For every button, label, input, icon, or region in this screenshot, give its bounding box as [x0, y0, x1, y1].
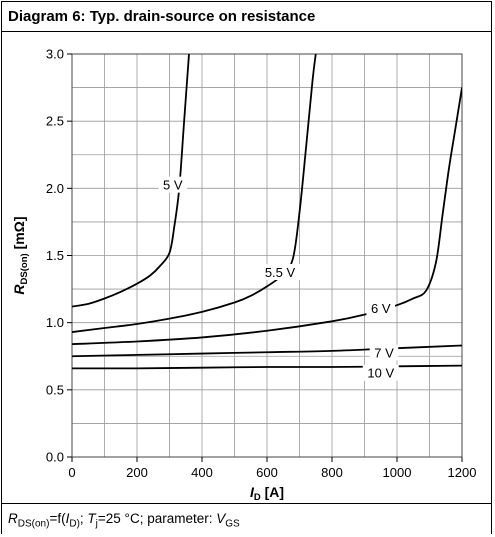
- caption-subscript: GS: [225, 518, 240, 530]
- x-tick-label: 600: [256, 465, 278, 480]
- axis-title-unit: [mΩ]: [11, 216, 27, 253]
- series-line: [72, 87, 462, 346]
- y-axis-title: RDS(on) [mΩ]: [11, 216, 30, 294]
- curve-label: 10 V: [367, 366, 394, 381]
- caption-symbol: R: [8, 511, 18, 526]
- y-tick-label: 1.5: [46, 248, 64, 263]
- caption-subscript: j: [95, 518, 98, 530]
- series-line: [72, 54, 317, 333]
- axis-title-subscript: DS(on): [19, 253, 30, 284]
- axis-title-unit: [A]: [261, 484, 284, 500]
- y-tick-label: 0.0: [46, 450, 64, 465]
- chart-caption: RDS(on)=f(ID); Tj=25 °C; parameter: VGS: [8, 511, 240, 530]
- x-tick-label: 1200: [448, 465, 477, 480]
- y-tick-label: 2.0: [46, 181, 64, 196]
- curve-label-background: [369, 344, 399, 361]
- curve-label: 5 V: [163, 178, 183, 193]
- curve-label-background: [158, 176, 187, 193]
- axis-title-symbol: R: [11, 284, 27, 295]
- curve-label: 7 V: [374, 346, 394, 361]
- x-tick-label: 800: [321, 465, 343, 480]
- x-tick-label: 400: [191, 465, 213, 480]
- caption-symbol: V: [216, 511, 226, 526]
- axes: 0 200 400 600 800 1000 1200 0.0 0.5 1.0 1.5 2.0 2.5 3…: [46, 47, 477, 481]
- curve-label-background: [366, 300, 395, 317]
- x-tick-label: 200: [126, 465, 148, 480]
- curve-label: 5.5 V: [265, 265, 296, 280]
- curve-label-background: [258, 263, 302, 280]
- chart-svg: 0 200 400 600 800 1000 1200 0.0 0.5 1.0 1.5 2.0 2.5 3…: [11, 47, 477, 503]
- caption-subscript: DS(on): [17, 518, 50, 530]
- y-tick-label: 2.5: [46, 114, 64, 129]
- caption-symbol: T: [87, 511, 96, 526]
- y-tick-label: 1.0: [46, 315, 64, 330]
- x-tick-label: 1000: [383, 465, 412, 480]
- y-tick-label: 3.0: [46, 47, 64, 62]
- curve-label-background: [362, 364, 399, 381]
- y-tick-label: 0.5: [46, 382, 64, 397]
- curve-labels: 5 V 5.5 V 6 V 7 V 10 V: [158, 176, 399, 381]
- caption-subscript: D): [69, 518, 80, 530]
- x-tick-label: 0: [68, 465, 75, 480]
- chart-title: Diagram 6: Typ. drain-source on resistan…: [8, 8, 316, 25]
- axis-title-subscript: D: [254, 492, 261, 502]
- caption-bar: RDS(on)=f(ID); Tj=25 °C; parameter: VGS: [2, 503, 491, 534]
- axis-title-symbol: I: [250, 484, 255, 500]
- grid: [71, 53, 463, 458]
- x-axis-title: ID [A]: [250, 484, 284, 502]
- title-bar: Diagram 6: Typ. drain-source on resistan…: [2, 2, 491, 32]
- caption-symbol: I: [65, 511, 70, 526]
- curve-label: 6 V: [371, 301, 391, 316]
- series-line: [72, 54, 190, 308]
